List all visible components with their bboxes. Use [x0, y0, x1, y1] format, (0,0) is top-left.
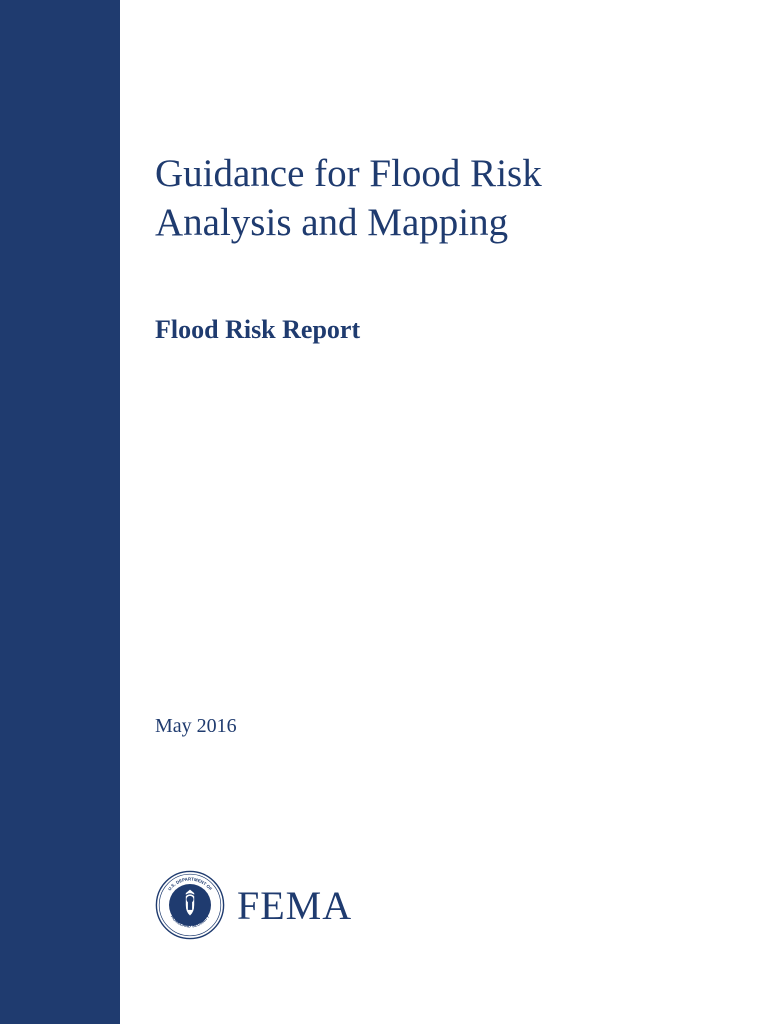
document-title: Guidance for Flood Risk Analysis and Map… — [155, 150, 542, 248]
dhs-seal-icon: U.S. DEPARTMENT OF HOMELAND SECURITY — [155, 870, 225, 940]
fema-wordmark: FEMA — [237, 882, 352, 929]
agency-logo-block: U.S. DEPARTMENT OF HOMELAND SECURITY FEM… — [155, 870, 352, 940]
document-date: May 2016 — [155, 715, 237, 738]
left-sidebar-band — [0, 0, 120, 1024]
title-line-2: Analysis and Mapping — [155, 201, 508, 244]
title-line-1: Guidance for Flood Risk — [155, 152, 542, 195]
content-area: Guidance for Flood Risk Analysis and Map… — [155, 0, 715, 1024]
document-subtitle: Flood Risk Report — [155, 315, 360, 345]
